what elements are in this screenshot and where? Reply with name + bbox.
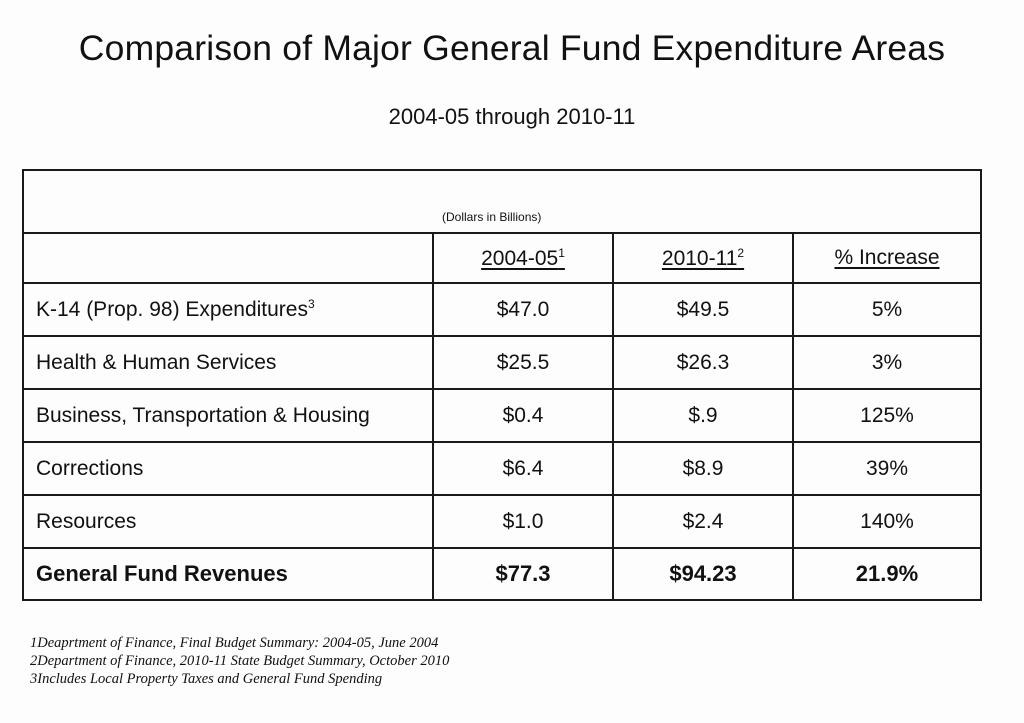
value-2004-05: $47.0 (432, 282, 614, 337)
units-note: (Dollars in Billions) (442, 210, 542, 224)
value-2010-11: $2.4 (612, 494, 794, 549)
value-2010-11: $49.5 (612, 282, 794, 337)
value-percent-increase: 39% (792, 441, 982, 496)
expenditure-table: (Dollars in Billions) 2004-051 2010-112 … (22, 169, 982, 601)
row-label: K-14 (Prop. 98) Expenditures (36, 298, 308, 321)
value-percent-increase: 3% (792, 335, 982, 390)
row-label: Business, Transportation & Housing (22, 388, 434, 443)
header-2004-05: 2004-051 (432, 232, 614, 284)
table-caption-row: (Dollars in Billions) (22, 169, 982, 234)
total-label: General Fund Revenues (22, 547, 434, 601)
table-row: K-14 (Prop. 98) Expenditures3 $47.0 $49.… (22, 282, 982, 337)
footnote-3: 3Includes Local Property Taxes and Gener… (30, 671, 383, 687)
row-label: Health & Human Services (22, 335, 434, 390)
value-2010-11: $26.3 (612, 335, 794, 390)
row-label: Corrections (22, 441, 434, 496)
value-percent-increase: 140% (792, 494, 982, 549)
total-2004-05: $77.3 (432, 547, 614, 601)
page-title: Comparison of Major General Fund Expendi… (78, 28, 946, 68)
value-2004-05: $0.4 (432, 388, 614, 443)
column-label: 2004-05 (481, 246, 559, 270)
table-header-row: 2004-051 2010-112 % Increase (22, 232, 982, 284)
row-label: Resources (22, 494, 434, 549)
header-blank-cell (22, 232, 434, 284)
footnote-marker: 2 (737, 245, 745, 260)
column-label: 2010-11 (661, 246, 738, 270)
footnote-1: 1Deaprtment of Finance, Final Budget Sum… (30, 635, 439, 651)
total-row: General Fund Revenues $77.3 $94.23 21.9% (22, 547, 982, 601)
table-row: Corrections $6.4 $8.9 39% (22, 441, 982, 496)
page-subtitle: 2004-05 through 2010-11 (388, 104, 636, 129)
total-2010-11: $94.23 (612, 547, 794, 601)
footnote-marker: 3 (307, 297, 315, 311)
footnote-marker: 1 (558, 245, 565, 260)
value-2010-11: $.9 (612, 388, 794, 443)
footnote-2: 2Department of Finance, 2010-11 State Bu… (30, 653, 450, 669)
table-row: Resources $1.0 $2.4 140% (22, 494, 982, 549)
table-row: Business, Transportation & Housing $0.4 … (22, 388, 982, 443)
header-percent-increase: % Increase (792, 232, 982, 284)
value-2004-05: $6.4 (432, 441, 614, 496)
footnotes: 1Deaprtment of Finance, Final Budget Sum… (30, 634, 449, 688)
header-2010-11: 2010-112 (612, 232, 794, 284)
value-2004-05: $25.5 (432, 335, 614, 390)
value-percent-increase: 5% (792, 282, 982, 337)
table-row: Health & Human Services $25.5 $26.3 3% (22, 335, 982, 390)
value-percent-increase: 125% (792, 388, 982, 443)
value-2010-11: $8.9 (612, 441, 794, 496)
value-2004-05: $1.0 (432, 494, 614, 549)
total-percent-increase: 21.9% (792, 547, 982, 601)
column-label: % Increase (834, 246, 940, 269)
